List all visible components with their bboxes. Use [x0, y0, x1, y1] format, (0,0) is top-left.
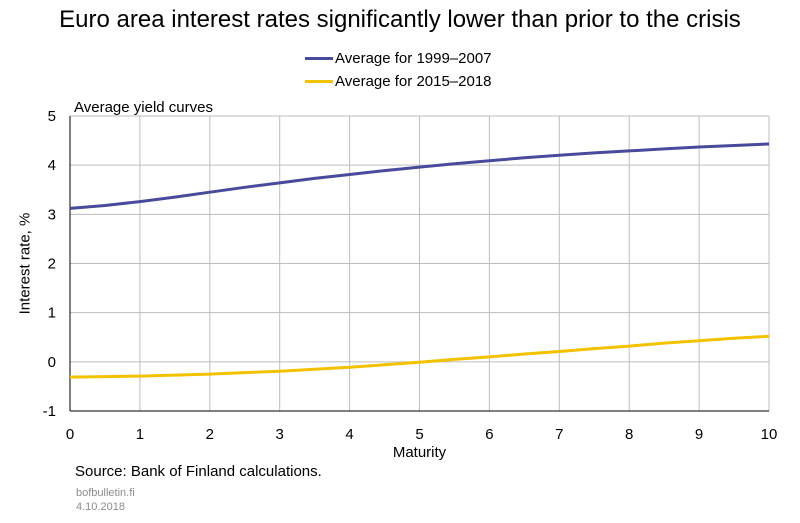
chart-title: Euro area interest rates significantly l…	[59, 6, 741, 33]
series-line-1	[69, 334, 770, 379]
source-note: Source: Bank of Finland calculations.	[75, 463, 322, 480]
y-axis-label: Interest rate, %	[16, 212, 34, 315]
x-tick-label: 7	[555, 426, 563, 443]
chart-subtitle: Average yield curves	[74, 99, 213, 116]
series-line-0	[69, 142, 770, 210]
legend-swatch-1999-2007	[305, 57, 333, 60]
x-tick-label: 9	[695, 426, 703, 443]
x-tick-label: 2	[206, 426, 214, 443]
chart-legend: Average for 1999–2007 Average for 2015–2…	[305, 47, 492, 93]
legend-item-2015-2018: Average for 2015–2018	[305, 70, 492, 93]
x-tick-label: 6	[485, 426, 493, 443]
y-tick-label: 2	[48, 256, 56, 273]
x-tick-label: 3	[276, 426, 284, 443]
y-tick-label: 0	[48, 354, 56, 371]
y-tick-label: 1	[48, 305, 56, 322]
x-tick-label: 1	[136, 426, 144, 443]
legend-label-1999-2007: Average for 1999–2007	[335, 50, 492, 67]
legend-item-1999-2007: Average for 1999–2007	[305, 47, 492, 70]
x-tick-label: 10	[761, 426, 778, 443]
x-tick-label: 5	[415, 426, 423, 443]
x-tick-label: 0	[66, 426, 74, 443]
x-tick-label: 4	[345, 426, 353, 443]
y-tick-label: -1	[43, 403, 56, 420]
legend-swatch-2015-2018	[305, 80, 333, 83]
footer-site: bofbulletin.fi	[76, 487, 135, 499]
x-tick-label: 8	[625, 426, 633, 443]
legend-label-2015-2018: Average for 2015–2018	[335, 73, 492, 90]
y-tick-label: 5	[48, 108, 56, 125]
footer-date: 4.10.2018	[76, 501, 125, 513]
x-axis-label: Maturity	[392, 444, 447, 461]
y-tick-label: 3	[48, 206, 56, 223]
y-tick-label: 4	[48, 157, 56, 174]
